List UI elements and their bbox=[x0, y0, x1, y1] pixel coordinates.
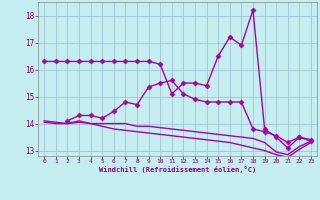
X-axis label: Windchill (Refroidissement éolien,°C): Windchill (Refroidissement éolien,°C) bbox=[99, 166, 256, 173]
